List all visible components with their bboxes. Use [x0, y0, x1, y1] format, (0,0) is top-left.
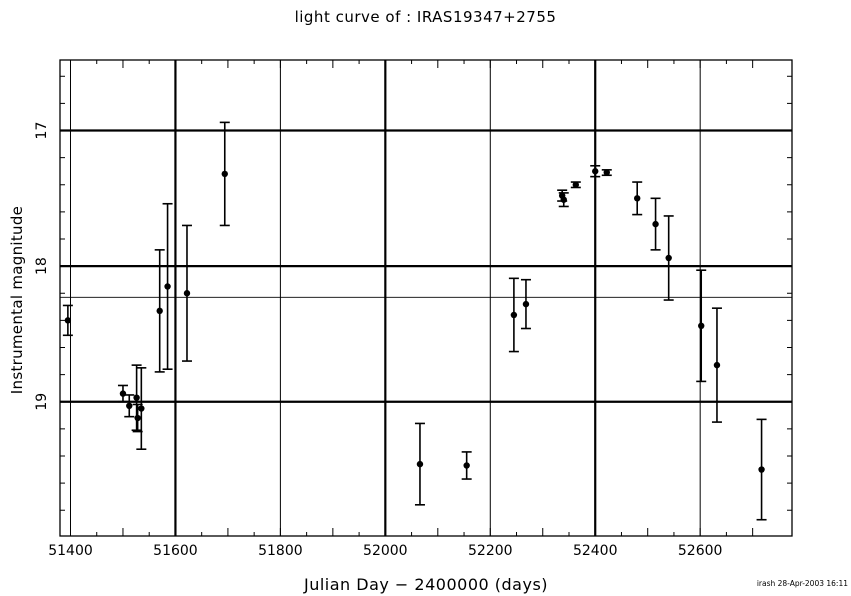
- data-marker: [603, 169, 610, 176]
- data-marker: [665, 254, 672, 262]
- data-marker: [64, 317, 72, 324]
- data-point: [136, 367, 147, 451]
- data-point: [124, 394, 135, 418]
- data-point: [414, 422, 425, 506]
- data-point: [650, 197, 661, 251]
- data-point: [520, 278, 531, 330]
- grid: [60, 60, 792, 536]
- data-marker: [156, 307, 163, 315]
- data-marker: [758, 466, 765, 473]
- data-marker: [126, 402, 133, 410]
- timestamp-stamp: irash 28-Apr-2003 16:11: [756, 579, 848, 588]
- x-tick-label: 52000: [363, 543, 408, 559]
- x-tick-label: 51800: [258, 543, 303, 559]
- axis-ticks: [60, 60, 792, 536]
- data-point: [117, 384, 128, 403]
- data-point: [62, 304, 73, 337]
- x-tick-label: 52200: [468, 543, 513, 559]
- data-point: [558, 192, 569, 208]
- data-point: [570, 181, 581, 189]
- data-marker: [134, 414, 141, 422]
- data-marker: [133, 394, 140, 401]
- data-point: [154, 249, 165, 373]
- data-marker: [164, 283, 171, 290]
- data-marker: [463, 462, 470, 469]
- y-tick-label: 17: [34, 122, 50, 140]
- data-point: [756, 418, 767, 521]
- data-marker: [138, 405, 145, 412]
- x-tick-label: 52400: [573, 543, 618, 559]
- data-point: [711, 307, 722, 423]
- chart-title: light curve of : IRAS19347+2755: [294, 8, 557, 26]
- data-marker: [510, 311, 518, 319]
- data-marker: [221, 170, 228, 178]
- data-points: [62, 121, 767, 521]
- data-point: [663, 215, 674, 301]
- data-marker: [560, 196, 567, 203]
- data-point: [590, 164, 601, 178]
- tick-labels: 51400 51600 51800 52000 52200 52400 52600 17 18 1…: [34, 122, 722, 559]
- data-marker: [634, 195, 641, 202]
- data-point: [162, 202, 173, 370]
- data-point: [632, 181, 643, 216]
- data-point: [508, 277, 519, 353]
- data-marker: [652, 220, 659, 228]
- data-marker: [572, 181, 580, 188]
- y-axis-label: Instrumental magnitude: [8, 205, 26, 395]
- x-tick-label: 51400: [48, 543, 93, 559]
- data-marker: [592, 168, 599, 175]
- data-point: [461, 451, 472, 480]
- data-marker: [183, 290, 191, 297]
- data-point: [181, 224, 192, 362]
- data-marker: [713, 361, 721, 369]
- y-tick-label: 18: [34, 257, 50, 275]
- y-tick-label: 19: [34, 393, 50, 411]
- data-marker: [416, 460, 424, 468]
- x-axis-label: Julian Day − 2400000 (days): [303, 575, 549, 594]
- data-marker: [698, 322, 705, 330]
- x-tick-label: 52600: [678, 543, 723, 559]
- data-point: [696, 269, 707, 383]
- plot-frame: [59, 59, 793, 537]
- x-tick-label: 51600: [153, 543, 198, 559]
- data-point: [219, 121, 230, 227]
- data-marker: [119, 390, 127, 397]
- data-point: [601, 169, 612, 177]
- data-marker: [522, 300, 530, 308]
